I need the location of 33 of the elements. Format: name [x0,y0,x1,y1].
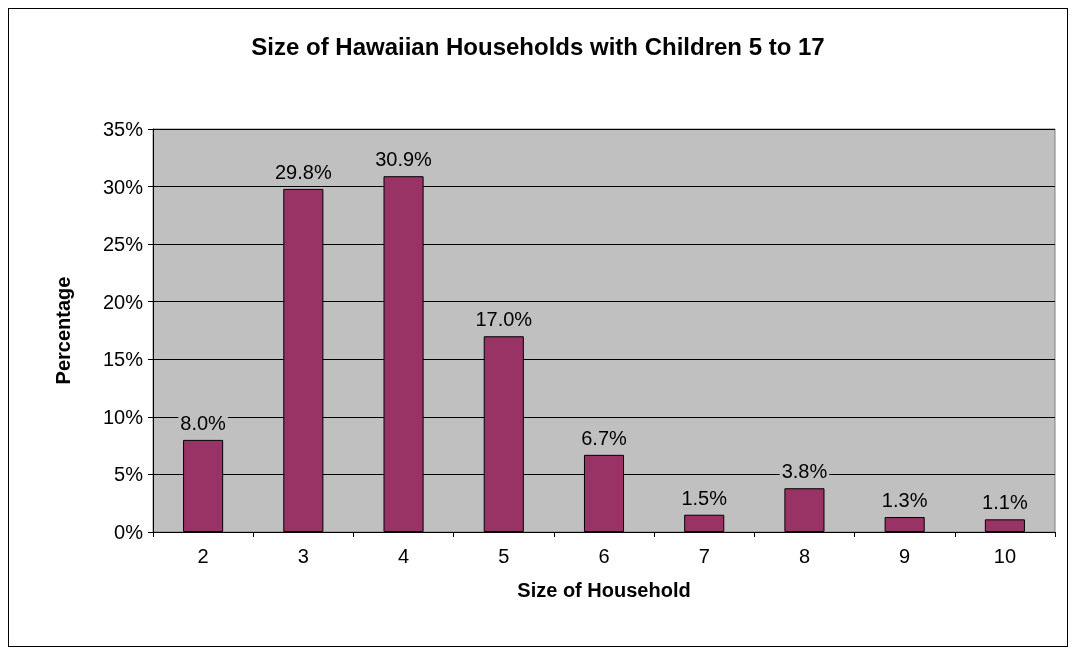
y-tick-label: 15% [102,348,144,371]
bar [784,488,825,532]
x-tick-label: 7 [698,545,710,567]
data-label: 30.9% [375,148,433,171]
data-label: 6.7% [581,426,628,449]
data-label: 1.3% [881,489,928,512]
data-label: 1.5% [681,486,728,509]
x-tick-label: 9 [899,545,911,567]
y-tick-label: 30% [102,175,144,198]
chart-title: Size of Hawaiian Households with Children 5 to 17 [251,32,825,60]
x-tick-label: 10 [993,545,1017,567]
data-label: 1.1% [982,491,1028,514]
data-label: 17.0% [475,308,533,331]
data-label: 8.0% [180,411,227,434]
data-label: 29.8% [274,160,332,183]
x-tick-label: 3 [297,545,309,567]
x-axis-title: Size of Household [517,579,691,601]
y-tick-label: 10% [102,405,144,428]
x-tick-label: 8 [798,545,811,567]
y-tick-label: 20% [102,290,144,313]
x-tick-label: 2 [197,545,209,567]
bar [684,514,725,532]
bar [984,519,1025,532]
y-tick-label: 5% [114,463,144,486]
y-axis-title: Percentage [52,276,74,385]
data-label: 3.8% [781,460,828,483]
x-tick-label: 5 [498,545,510,567]
x-tick-label: 4 [397,545,410,567]
y-tick-label: 35% [102,118,144,140]
bar [884,517,925,532]
y-tick-label: 25% [102,233,144,256]
y-tick-label: 0% [114,521,144,543]
x-tick-label: 6 [598,545,610,567]
